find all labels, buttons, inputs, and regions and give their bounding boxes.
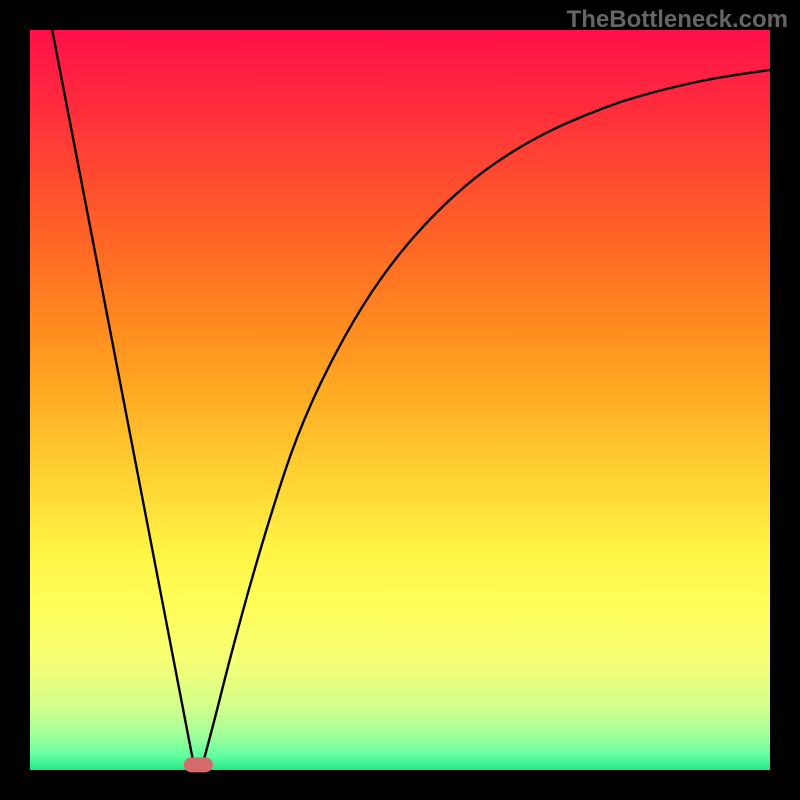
watermark-text: TheBottleneck.com <box>567 6 788 34</box>
chart-container: TheBottleneck.com <box>0 0 800 800</box>
bottleneck-chart <box>0 0 800 800</box>
optimum-marker <box>184 758 212 772</box>
plot-area <box>30 30 770 770</box>
